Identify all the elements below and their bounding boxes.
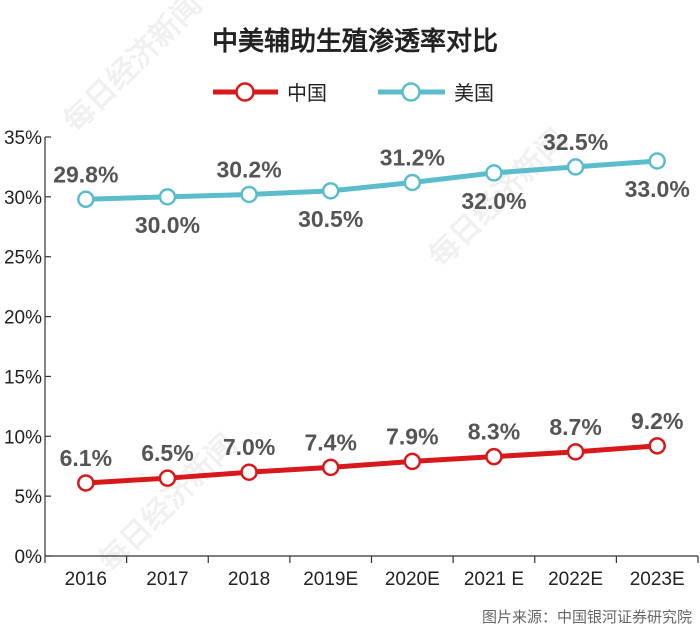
data-point	[77, 474, 95, 492]
data-point	[158, 469, 177, 487]
source-note: 图片来源：中国银河证券研究院	[482, 608, 692, 626]
legend-marker-china	[235, 82, 255, 102]
y-tick-label: 15%	[4, 367, 42, 388]
data-point	[240, 185, 258, 204]
data-label: 8.3%	[468, 419, 520, 445]
x-tick-label: 2016	[65, 569, 107, 590]
data-label: 30.5%	[298, 206, 363, 232]
data-point	[566, 443, 585, 461]
legend-label-china: 中国	[287, 81, 327, 105]
data-label: 32.0%	[461, 188, 526, 214]
data-label: 6.1%	[60, 445, 112, 471]
data-label: 31.2%	[380, 144, 445, 170]
data-label: 29.8%	[53, 161, 118, 187]
x-tick-label: 2022E	[548, 569, 603, 590]
data-point	[566, 158, 585, 176]
series-line	[85, 443, 658, 486]
data-point	[485, 447, 503, 466]
x-tick-label: 2023E	[630, 569, 685, 590]
x-tick-label: 2019E	[303, 569, 358, 590]
y-tick-label: 25%	[4, 248, 42, 269]
axes: 0% 5% 10% 15% 20% 25% 30% 35% 2016 2017 2018 2019E 2…	[4, 128, 699, 590]
data-point	[321, 182, 340, 200]
x-tick-label: 2017	[146, 569, 188, 590]
x-tick-label: 2021 E	[464, 569, 524, 590]
data-label: 30.0%	[135, 212, 200, 238]
data-point	[485, 164, 503, 182]
series-line	[85, 158, 658, 202]
data-label: 7.9%	[386, 423, 438, 449]
series-china: 6.1% 6.5% 7.0% 7.4% 7.9% 8.3% 8.7% 9.2%	[60, 408, 683, 492]
data-label: 6.5%	[141, 440, 193, 466]
y-tick-label: 30%	[4, 188, 42, 209]
data-point	[77, 190, 95, 209]
data-label: 33.0%	[625, 176, 690, 202]
legend: 中国 美国	[213, 81, 494, 105]
legend-label-usa: 美国	[454, 81, 494, 105]
y-tick-label: 20%	[4, 308, 42, 329]
data-label: 7.4%	[304, 429, 356, 455]
x-tick-label: 2018	[228, 569, 270, 590]
data-point	[321, 458, 340, 477]
data-point	[648, 152, 666, 170]
data-label: 7.0%	[223, 434, 275, 460]
legend-marker-usa	[401, 82, 421, 102]
data-point	[403, 173, 422, 192]
series-usa: 29.8% 30.0% 30.2% 30.5% 31.2% 32.0% 32.5% 33.0%	[53, 129, 690, 238]
chart-title: 中美辅助生殖渗透率对比	[212, 26, 498, 57]
series-layer: 6.1% 6.5% 7.0% 7.4% 7.9% 8.3% 8.7% 9.2% 29.8% 30.…	[53, 129, 690, 492]
data-point	[403, 452, 422, 471]
data-point	[158, 188, 177, 206]
data-label: 32.5%	[543, 129, 608, 155]
data-point	[240, 463, 258, 481]
y-tick-label: 5%	[15, 487, 43, 508]
x-tick-label: 2020E	[385, 569, 440, 590]
data-point	[648, 437, 666, 455]
y-tick-label: 0%	[15, 547, 43, 568]
data-label: 30.2%	[216, 156, 281, 182]
data-label: 8.7%	[549, 414, 601, 440]
data-label: 9.2%	[631, 408, 683, 434]
y-tick-label: 10%	[4, 427, 42, 448]
y-tick-label: 35%	[4, 128, 42, 149]
